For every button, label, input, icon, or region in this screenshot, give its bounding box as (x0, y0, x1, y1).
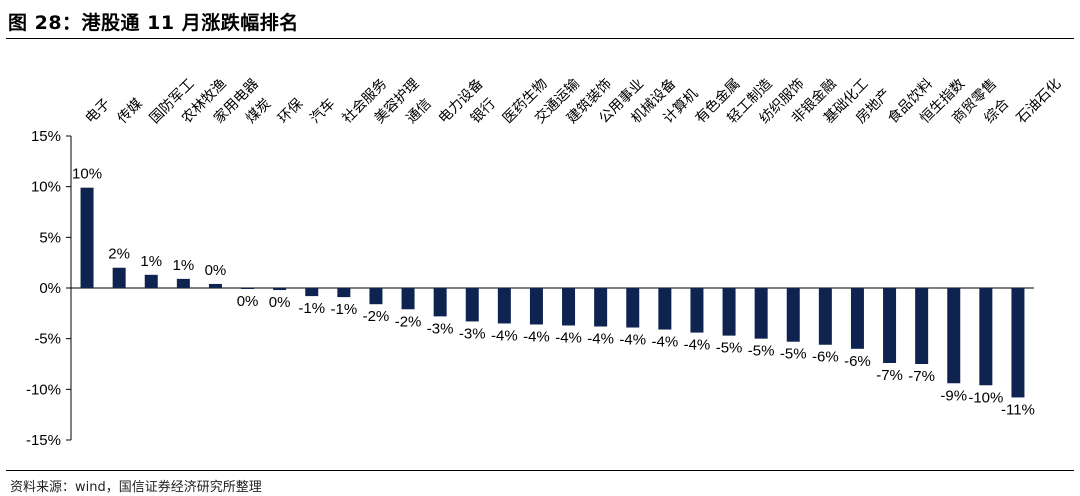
y-tick-label: -10% (26, 381, 61, 398)
bar (947, 288, 961, 384)
data-label: -7% (908, 368, 935, 385)
data-label: -2% (395, 313, 422, 330)
bar (337, 288, 351, 298)
data-label: -6% (812, 349, 839, 366)
top-rule (6, 38, 1074, 39)
bar (273, 288, 287, 291)
data-label: -7% (876, 367, 903, 384)
category-label: 电子 (83, 96, 114, 127)
bars (80, 187, 1025, 398)
y-tick-label: -5% (34, 331, 61, 348)
bar (241, 288, 255, 290)
data-label: -4% (619, 332, 646, 349)
data-label: -1% (298, 300, 325, 317)
bar (112, 267, 126, 288)
bar (850, 288, 864, 349)
bar (401, 288, 415, 310)
y-tick-label: 5% (39, 229, 61, 246)
data-label: -5% (748, 343, 775, 360)
data-label: -4% (652, 334, 679, 351)
bar (529, 288, 543, 325)
data-label: -3% (459, 325, 486, 342)
data-label: -5% (716, 340, 743, 357)
bar (1011, 288, 1025, 398)
y-tick-label: 0% (39, 280, 61, 297)
data-label: 0% (205, 262, 227, 279)
bar (883, 288, 897, 363)
data-label: 0% (269, 294, 291, 311)
category-label: 传媒 (115, 96, 146, 127)
data-label: 0% (237, 293, 259, 310)
bar (465, 288, 479, 322)
y-tick-label: 15% (31, 128, 61, 145)
data-label: -4% (555, 329, 582, 346)
data-label: 1% (173, 257, 195, 274)
bar-chart: 15% 10% 5% 0% -5% -10% -15% 10% 2% 1% 1% 0% 0% 0% -1%… (26, 75, 1065, 449)
data-label: -6% (844, 353, 871, 370)
data-label: -2% (363, 308, 390, 325)
bar (915, 288, 929, 364)
bar (979, 288, 993, 386)
bar (754, 288, 768, 339)
data-label: 1% (140, 253, 162, 270)
data-label: 10% (72, 166, 102, 183)
bar (690, 288, 704, 333)
data-labels: 10%2% 1% 1% 0%0% 0% -1% -1% -2% -2% -3% -3% -4% -4% -… (72, 166, 1035, 419)
bottom-rule (6, 470, 1074, 471)
bar (80, 187, 94, 288)
bar (497, 288, 511, 324)
data-label: -4% (684, 337, 711, 354)
y-tick-label: 10% (31, 179, 61, 196)
y-tick-label: -15% (26, 432, 61, 449)
category-label: 环保 (275, 96, 306, 127)
data-label: -5% (780, 346, 807, 363)
figure-title: 图 28：港股通 11 月涨跌幅排名 (8, 12, 299, 34)
bar (818, 288, 832, 345)
data-label: -4% (587, 331, 614, 348)
data-label: -3% (427, 320, 454, 337)
bar (562, 288, 576, 326)
data-label: -4% (491, 327, 518, 344)
data-label: -10% (968, 389, 1003, 406)
bar (658, 288, 672, 330)
source-note: 资料来源：wind，国信证券经济研究所整理 (10, 480, 262, 495)
bar (176, 278, 190, 288)
bar (786, 288, 800, 342)
bar (208, 283, 222, 288)
bar (433, 288, 447, 317)
bar (369, 288, 383, 305)
bar (144, 274, 158, 288)
data-label: -9% (940, 387, 967, 404)
category-label: 汽车 (307, 95, 339, 127)
bar (626, 288, 640, 328)
y-axis: 15% 10% 5% 0% -5% -10% -15% (26, 128, 1034, 449)
bar (594, 288, 608, 327)
bar (305, 288, 319, 297)
data-label: -11% (1001, 401, 1035, 418)
bar (722, 288, 736, 336)
data-label: -4% (523, 328, 550, 345)
data-label: 2% (108, 246, 130, 263)
data-label: -1% (331, 301, 358, 318)
category-label: 石油石化 (1013, 76, 1064, 127)
